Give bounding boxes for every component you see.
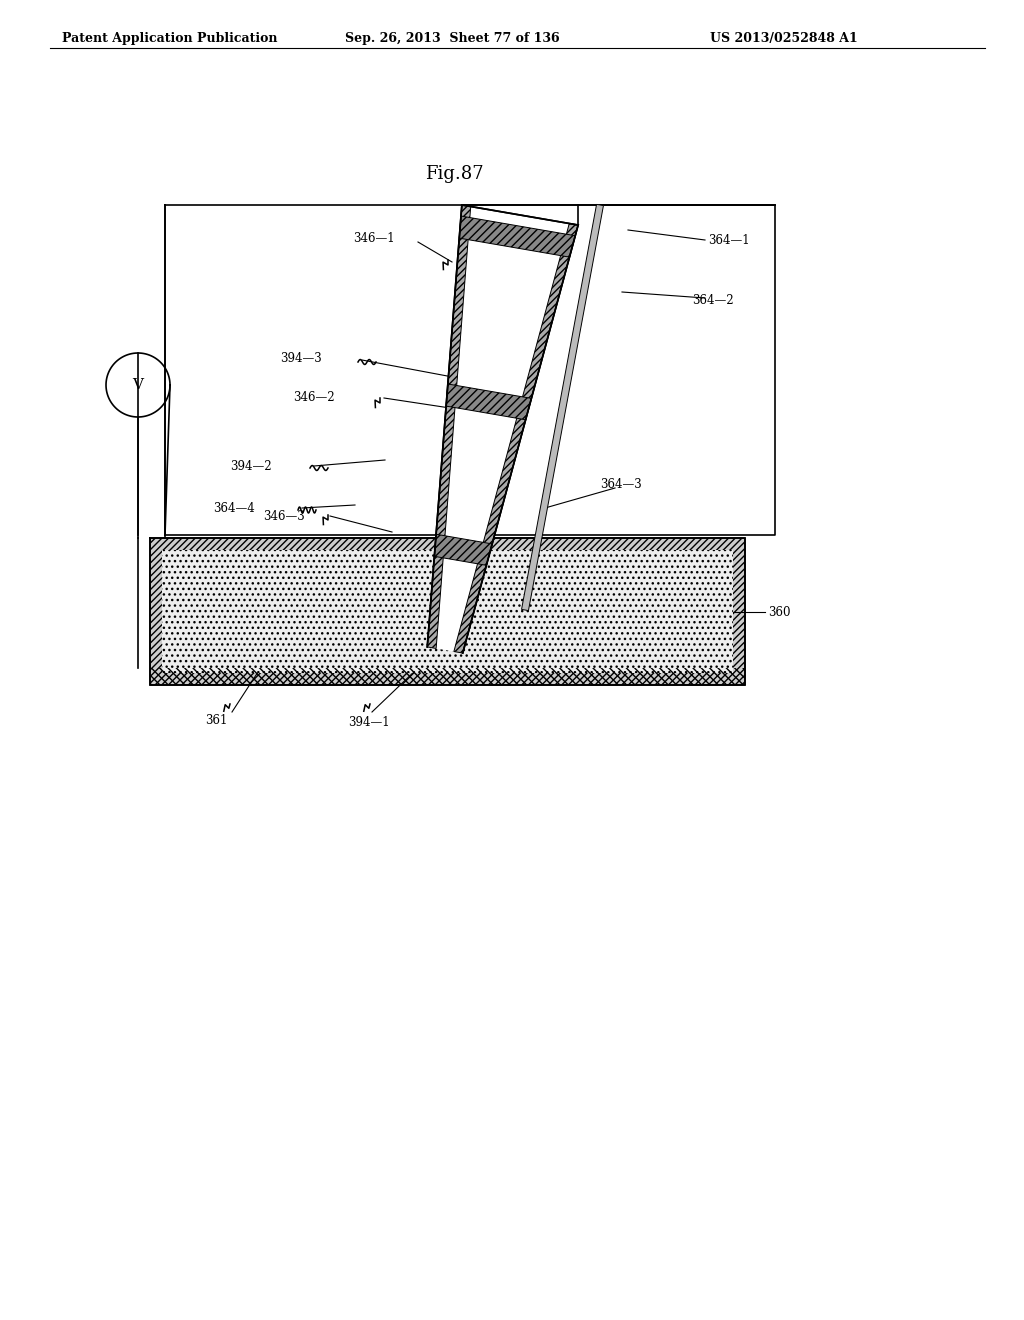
- Polygon shape: [454, 223, 579, 653]
- Bar: [150, 668, 745, 685]
- Text: 364—4: 364—4: [213, 502, 255, 515]
- Text: 394—3: 394—3: [281, 351, 322, 364]
- Text: 346—1: 346—1: [353, 231, 395, 244]
- Polygon shape: [434, 535, 493, 565]
- Text: 394—1: 394—1: [348, 715, 389, 729]
- Polygon shape: [459, 216, 575, 257]
- Text: 361: 361: [205, 714, 227, 726]
- Text: US 2013/0252848 A1: US 2013/0252848 A1: [710, 32, 858, 45]
- Polygon shape: [521, 205, 603, 611]
- Polygon shape: [446, 384, 531, 420]
- Text: Sep. 26, 2013  Sheet 77 of 136: Sep. 26, 2013 Sheet 77 of 136: [345, 32, 560, 45]
- Text: Patent Application Publication: Patent Application Publication: [62, 32, 278, 45]
- Polygon shape: [427, 205, 471, 648]
- Text: 346—2: 346—2: [293, 392, 335, 404]
- Text: 364—1: 364—1: [708, 234, 750, 247]
- Text: Fig.87: Fig.87: [425, 165, 483, 183]
- Text: 346—3: 346—3: [263, 510, 305, 523]
- Bar: [150, 539, 745, 685]
- Text: 360: 360: [768, 606, 791, 619]
- Text: 364—2: 364—2: [692, 293, 733, 306]
- Text: V: V: [132, 378, 143, 392]
- Text: 394—2: 394—2: [230, 459, 272, 473]
- Polygon shape: [436, 206, 569, 652]
- Text: 364—3: 364—3: [600, 479, 642, 491]
- Bar: [162, 550, 733, 673]
